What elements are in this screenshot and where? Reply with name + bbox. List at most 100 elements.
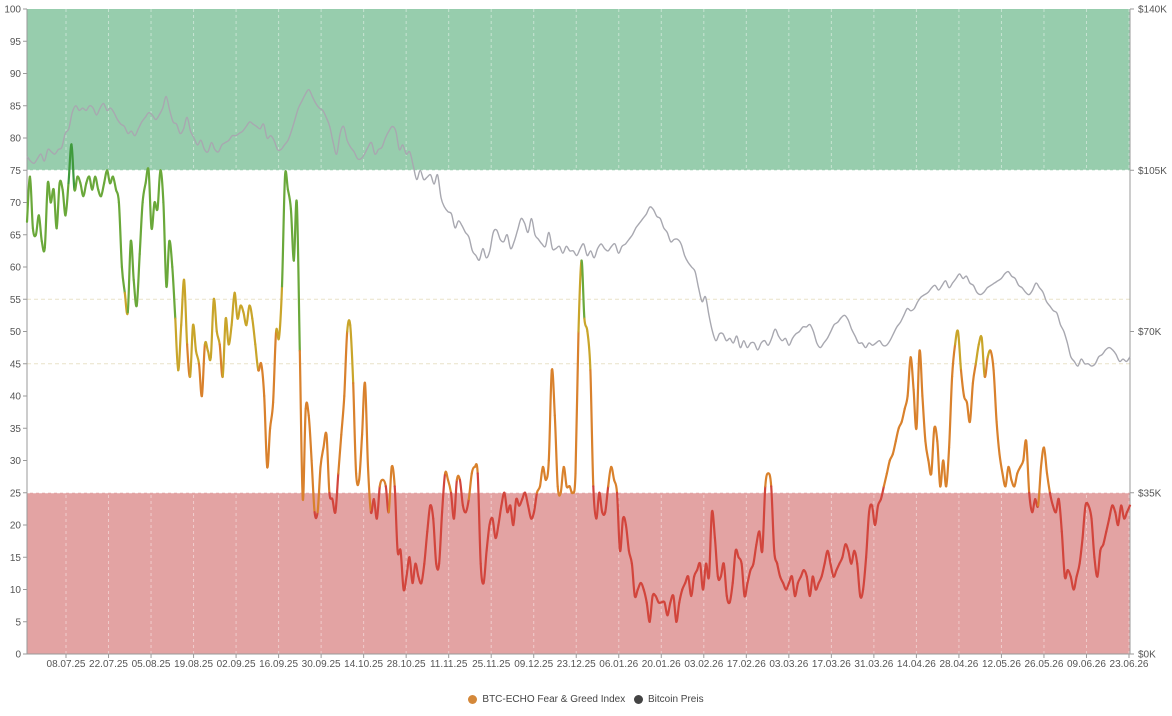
- fear-greed-segment: [263, 394, 269, 469]
- fear-greed-segment: [452, 478, 458, 520]
- fear-greed-segment: [624, 523, 630, 552]
- fear-greed-segment: [183, 278, 189, 346]
- y-tick-label: 25: [10, 488, 22, 499]
- legend-item-bitcoin-price[interactable]: Bitcoin Preis: [634, 694, 704, 705]
- legend: BTC-ECHO Fear & Greed Index Bitcoin Prei…: [0, 694, 1172, 707]
- y2-tick-label: $70K: [1138, 327, 1162, 338]
- fear-greed-segment: [313, 511, 319, 520]
- fear-greed-segment: [891, 440, 897, 456]
- fear-greed-segment: [221, 317, 227, 378]
- legend-item-fear-greed[interactable]: BTC-ECHO Fear & Greed Index: [468, 694, 625, 705]
- fear-greed-segment: [266, 427, 272, 469]
- fear-greed-segment: [764, 472, 770, 488]
- fear-greed-segment: [37, 214, 43, 243]
- fear-greed-segment: [675, 601, 681, 623]
- fear-greed-segment: [70, 143, 76, 191]
- fear-greed-segment: [393, 485, 399, 552]
- fear-greed-segment: [79, 182, 85, 198]
- y2-tick-label: $140K: [1138, 5, 1167, 16]
- y-tick-label: 55: [10, 295, 22, 306]
- fear-greed-segment: [630, 562, 636, 598]
- fear-greed-segment: [103, 169, 109, 185]
- guide-lines: [27, 169, 1130, 494]
- fear-greed-segment: [441, 472, 447, 514]
- fear-greed-segment: [316, 465, 322, 514]
- fear-greed-segment: [165, 240, 171, 288]
- fear-greed-segment: [375, 485, 381, 520]
- fear-greed-segment: [968, 382, 974, 423]
- y-tick-label: 60: [10, 263, 22, 274]
- fear-greed-segment: [349, 324, 355, 385]
- x-tick-label: 20.01.26: [642, 659, 681, 670]
- fear-greed-segment: [215, 330, 221, 346]
- series-bitcoin-price: [26, 88, 1131, 367]
- fear-greed-segment: [310, 459, 316, 514]
- fear-greed-segment: [1125, 504, 1132, 514]
- fear-greed-segment: [106, 169, 112, 185]
- y-tick-label: 70: [10, 198, 22, 209]
- series-fear-greed-index: [25, 143, 1132, 623]
- fear-greed-segment: [200, 343, 206, 398]
- fear-greed-segment: [212, 297, 218, 333]
- fear-greed-segment: [885, 459, 891, 475]
- sentiment-zones: [27, 9, 1130, 654]
- fear-greed-segment: [571, 472, 577, 494]
- fear-greed-segment: [512, 498, 518, 527]
- y-tick-label: 35: [10, 424, 22, 435]
- fear-greed-segment: [1081, 504, 1087, 539]
- y-axis-ticks: 0 5 10 15 20 25 30 35 40 45 50 55 60 65 70 75 80 85 90 95 10…: [4, 5, 27, 661]
- fear-greed-segment: [144, 167, 150, 185]
- fear-greed-segment: [435, 562, 441, 571]
- fear-greed-segment: [598, 491, 604, 514]
- fear-greed-segment: [980, 336, 986, 378]
- y-tick-label: 40: [10, 392, 22, 403]
- fear-greed-segment: [974, 343, 980, 365]
- y2-axis-ticks: $0K $35K $70K $105K $140K: [1130, 5, 1167, 661]
- fear-greed-segment: [194, 349, 201, 365]
- x-tick-label: 16.09.25: [259, 659, 298, 670]
- fear-greed-segment: [355, 472, 361, 487]
- y2-tick-label: $0K: [1138, 650, 1156, 661]
- fear-greed-segment: [713, 536, 719, 578]
- fear-greed-segment: [432, 517, 438, 565]
- fear-greed-segment: [627, 549, 633, 565]
- y-tick-label: 75: [10, 166, 22, 177]
- fear-greed-segment: [286, 188, 292, 211]
- x-tick-label: 03.03.26: [769, 659, 808, 670]
- fear-greed-segment: [577, 259, 583, 333]
- fear-greed-segment: [126, 240, 132, 314]
- y-tick-label: 30: [10, 456, 22, 467]
- fear-greed-segment: [939, 459, 945, 488]
- fear-greed-segment: [948, 375, 954, 449]
- fear-greed-segment: [245, 304, 251, 327]
- fear-greed-segment: [485, 523, 491, 552]
- x-tick-label: 12.05.26: [982, 659, 1021, 670]
- y-tick-label: 80: [10, 134, 22, 145]
- fear-greed-segment: [865, 511, 871, 559]
- fear-greed-segment: [390, 464, 396, 488]
- fear-greed-segment: [541, 465, 547, 482]
- fear-greed-segment: [141, 182, 147, 204]
- fear-greed-segment: [743, 581, 749, 598]
- x-tick-label: 28.10.25: [387, 659, 426, 670]
- fear-greed-segment: [770, 485, 776, 552]
- fear-greed-segment: [280, 175, 287, 288]
- fear-greed-segment: [562, 465, 568, 488]
- x-tick-label: 19.08.25: [174, 659, 213, 670]
- fear-greed-segment: [752, 543, 758, 565]
- x-tick-label: 09.12.25: [514, 659, 553, 670]
- fear-greed-segment: [150, 201, 156, 230]
- fear-greed-segment: [856, 562, 862, 598]
- fear-greed-segment: [174, 317, 180, 372]
- fear-greed-segment: [882, 472, 888, 488]
- x-tick-label: 08.07.25: [47, 659, 86, 670]
- y2-tick-label: $35K: [1138, 488, 1162, 499]
- y-tick-label: 95: [10, 37, 22, 48]
- fear-greed-segment: [924, 440, 930, 462]
- fear-greed-segment: [114, 188, 120, 204]
- fear-greed-segment: [482, 549, 488, 585]
- fear-greed-segment: [91, 175, 97, 191]
- fear-greed-segment: [550, 368, 556, 417]
- fear-greed-segment: [381, 478, 387, 488]
- fear-greed-segment: [292, 199, 298, 262]
